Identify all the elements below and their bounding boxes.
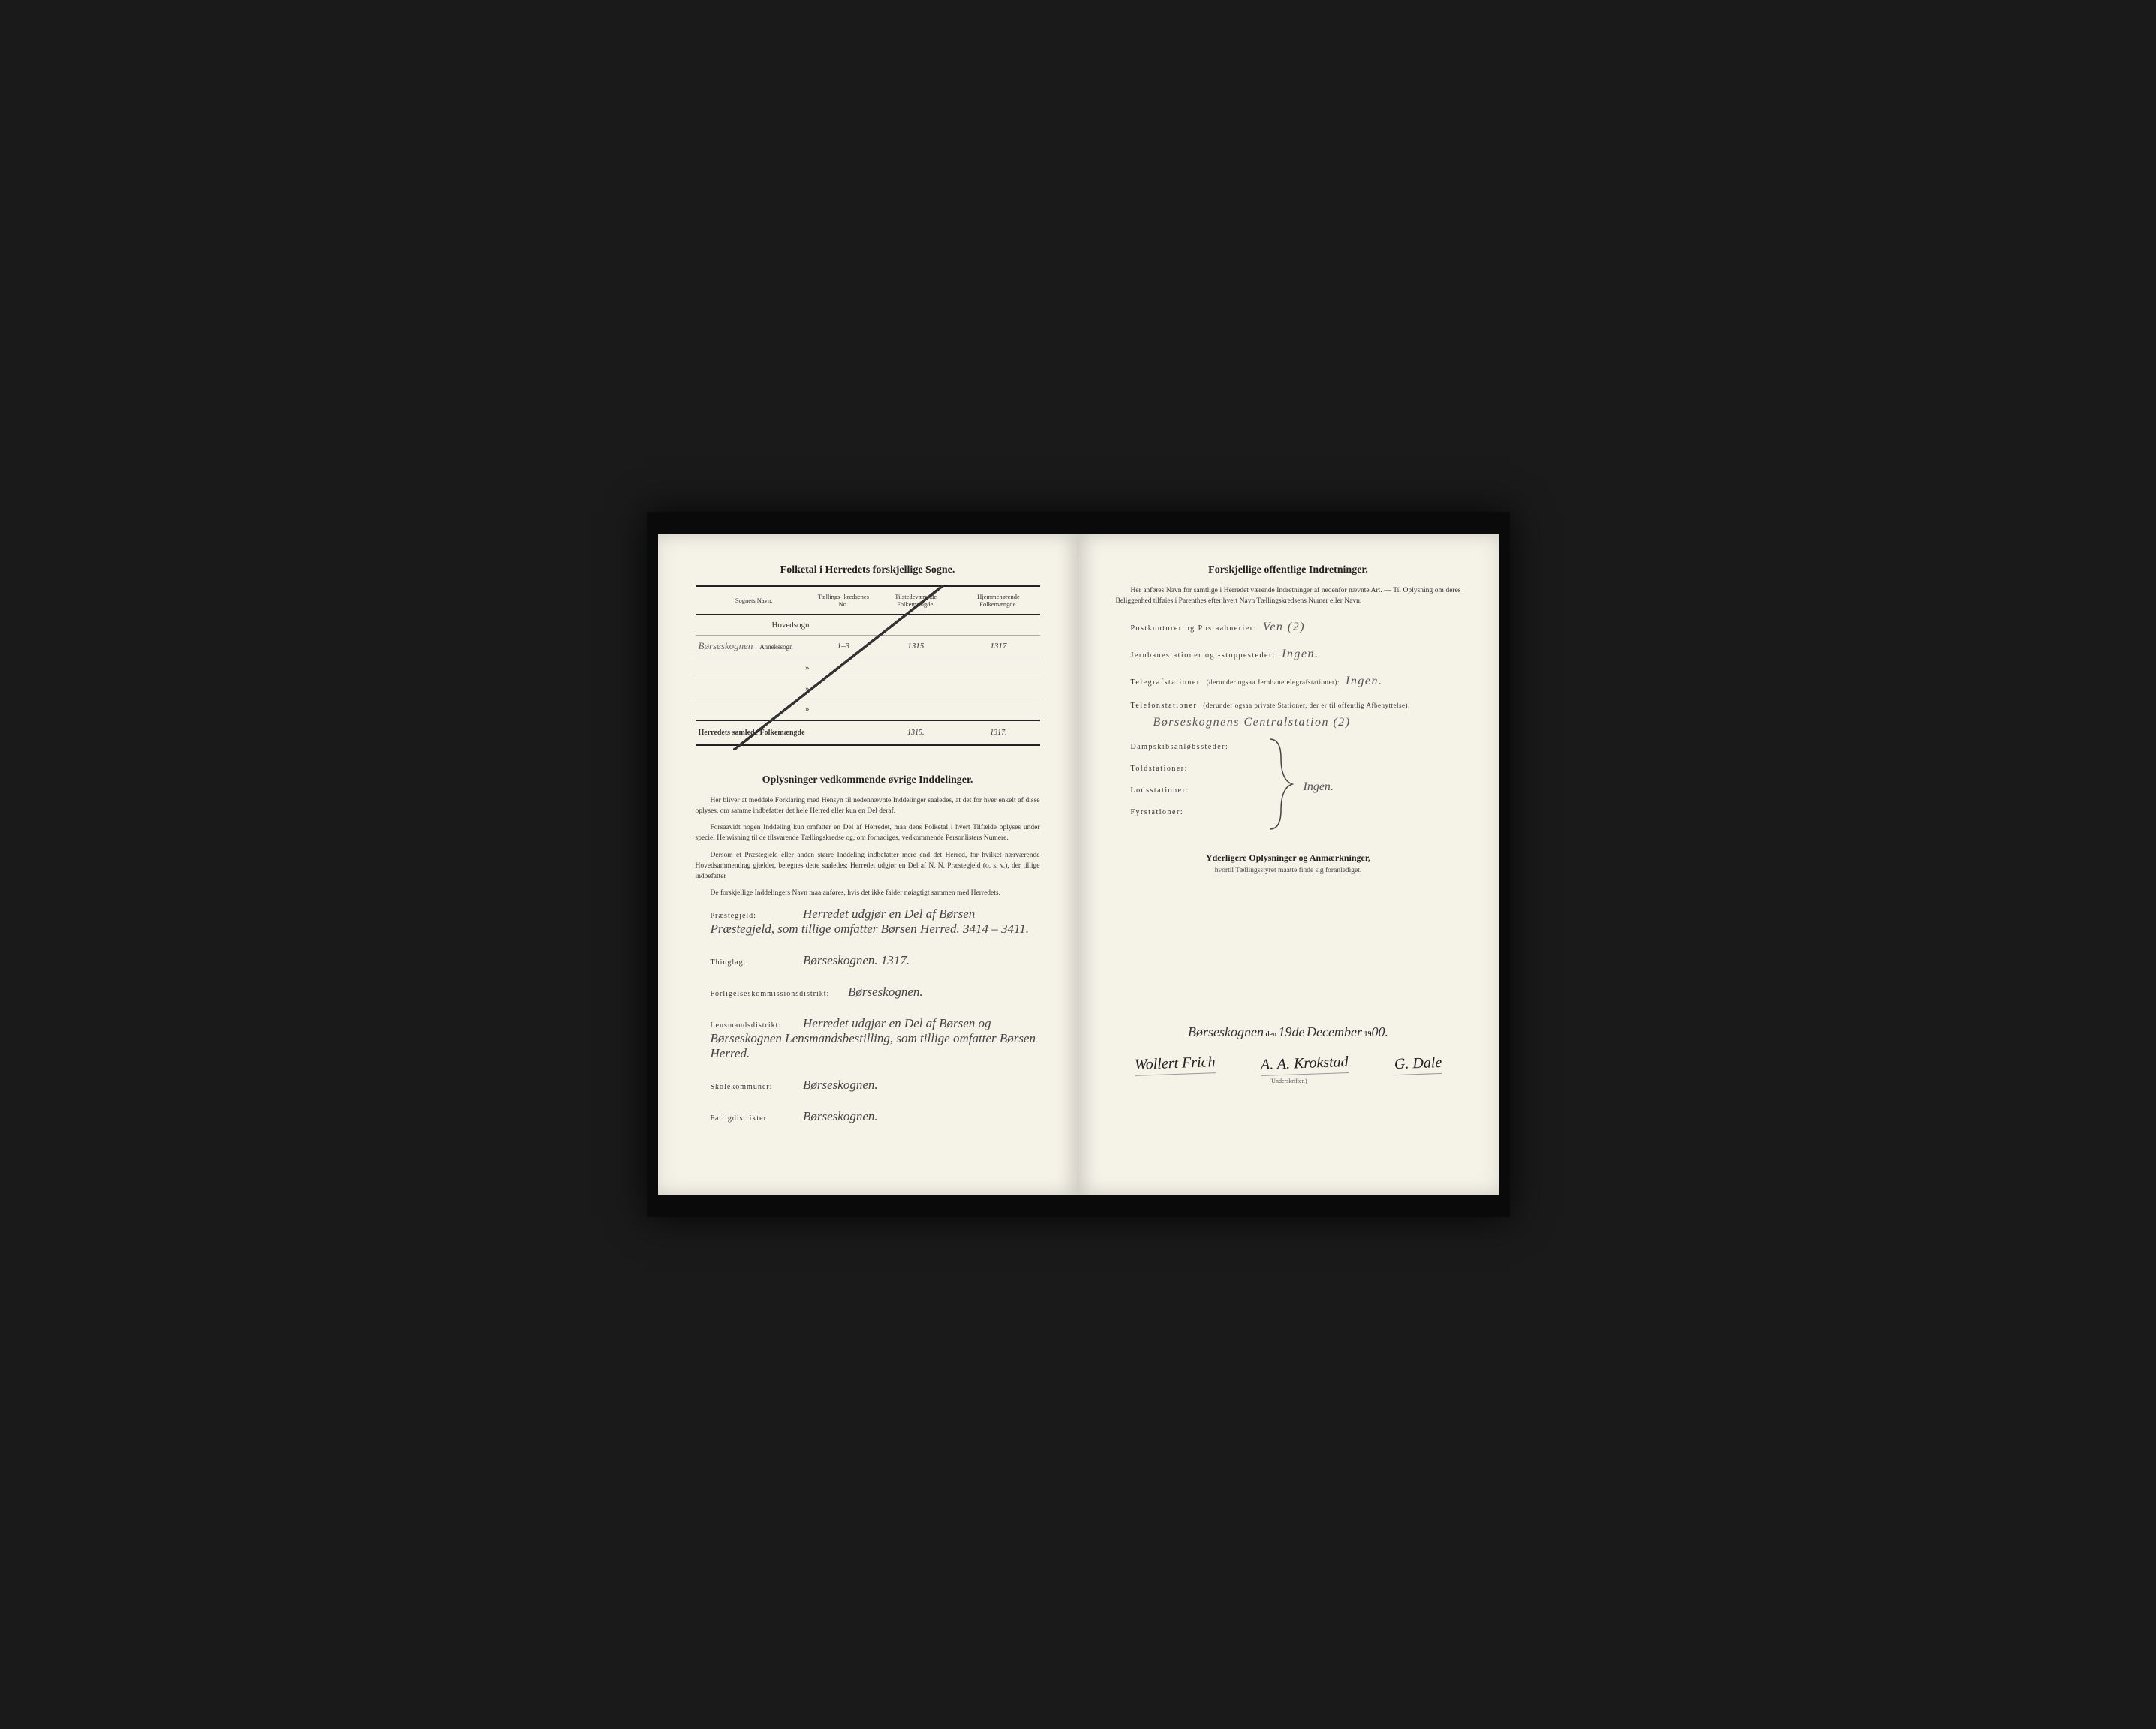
cell-no: 1–3 — [813, 636, 875, 657]
signature-caption: (Underskrifter.) — [1116, 1078, 1461, 1084]
left-heading: Folketal i Herredets forskjellige Sogne. — [696, 564, 1040, 576]
field-thinglag: Thinglag: Børseskognen. 1317. — [711, 953, 1040, 968]
signature-1: Wollert Frich — [1134, 1054, 1215, 1076]
signatures-row: Wollert Frich A. A. Krokstad G. Dale — [1116, 1055, 1461, 1075]
bracket-group: Dampskibsanløbssteder: Toldstationer: Lo… — [1131, 743, 1461, 816]
cell-home: 1317 — [957, 636, 1039, 657]
th-kreds: Tællings- kredsenes No. — [813, 586, 875, 615]
fields-block: Præstegjeld: Herredet udgjør en Del af B… — [696, 907, 1040, 1124]
curly-bracket-icon — [1266, 735, 1296, 833]
field-fyr: Fyrstationer: — [1131, 808, 1461, 816]
field-dampskib: Dampskibsanløbssteder: — [1131, 743, 1461, 751]
field-forlig: Forligelseskommissionsdistrikt: Børsesko… — [711, 985, 1040, 1000]
field-praestegjeld: Præstegjeld: Herredet udgjør en Del af B… — [711, 907, 1040, 937]
th-sogn: Sognets Navn. — [696, 586, 813, 615]
cell-sogn-name: Børseskognen Annekssogn — [696, 636, 813, 657]
total-label: Herredets samlede Folkemængde — [696, 720, 875, 745]
section2-sub: hvortil Tællingsstyret maatte finde sig … — [1116, 867, 1461, 874]
field-post: Postkontorer og Postaabnerier: Ven (2) — [1131, 621, 1461, 634]
table-row: » — [696, 699, 1040, 720]
field-told: Toldstationer: — [1131, 765, 1461, 773]
left-page: Folketal i Herredets forskjellige Sogne.… — [658, 534, 1078, 1195]
field-skole: Skolekommuner: Børseskognen. — [711, 1078, 1040, 1093]
th-present: Tilstedeværende Folkemængde. — [874, 586, 957, 615]
section2-heading: Oplysninger vedkommende øvrige Inddeling… — [696, 774, 1040, 786]
field-telegraf: Telegrafstationer (derunder ogsaa Jernba… — [1131, 675, 1461, 688]
table-row: » — [696, 678, 1040, 699]
total-row: Herredets samlede Folkemængde 1315. 1317… — [696, 720, 1040, 745]
field-jernbane: Jernbanestationer og -stoppesteder: Inge… — [1131, 648, 1461, 661]
book-spread: Folketal i Herredets forskjellige Sogne.… — [647, 512, 1510, 1217]
institutions-block: Postkontorer og Postaabnerier: Ven (2) J… — [1116, 621, 1461, 816]
th-home: Hjemmehørende Folkemængde. — [957, 586, 1039, 615]
field-telefon: Telefonstationer (derunder ogsaa private… — [1131, 702, 1461, 729]
field-fattig: Fattigdistrikter: Børseskognen. — [711, 1109, 1040, 1124]
signature-area: Børseskognen den 19de December 1900. Wol… — [1116, 1024, 1461, 1084]
para2: Forsaavidt nogen Inddeling kun omfatter … — [696, 822, 1040, 844]
table-row: » — [696, 657, 1040, 678]
signature-2: A. A. Krokstad — [1261, 1053, 1349, 1075]
field-lods: Lodsstationer: — [1131, 786, 1461, 795]
total-present: 1315. — [874, 720, 957, 745]
section2-heading-right: Yderligere Oplysninger og Anmærkninger, — [1116, 852, 1461, 864]
table-row: Hovedsogn — [696, 615, 1040, 636]
total-home: 1317. — [957, 720, 1039, 745]
census-table-wrap: Sognets Navn. Tællings- kredsenes No. Ti… — [696, 585, 1040, 746]
field-lensmand: Lensmandsdistrikt: Herredet udgjør en De… — [711, 1016, 1040, 1061]
cell-present: 1315 — [874, 636, 957, 657]
table-row: Børseskognen Annekssogn 1–3 1315 1317 — [696, 636, 1040, 657]
para1: Her bliver at meddele Forklaring med Hen… — [696, 795, 1040, 817]
right-intro: Her anføres Navn for samtlige i Herredet… — [1116, 585, 1461, 607]
signature-3: G. Dale — [1394, 1054, 1442, 1075]
para4: De forskjellige Inddelingers Navn maa an… — [696, 888, 1040, 898]
para3: Dersom et Præstegjeld eller anden større… — [696, 850, 1040, 883]
right-page: Forskjellige offentlige Indretninger. He… — [1078, 534, 1499, 1195]
bracket-value: Ingen. — [1304, 780, 1334, 794]
cell-hovedsogn-label: Hovedsogn — [696, 615, 813, 636]
signature-date: Børseskognen den 19de December 1900. — [1116, 1024, 1461, 1040]
right-heading: Forskjellige offentlige Indretninger. — [1116, 564, 1461, 576]
census-table: Sognets Navn. Tællings- kredsenes No. Ti… — [696, 585, 1040, 746]
